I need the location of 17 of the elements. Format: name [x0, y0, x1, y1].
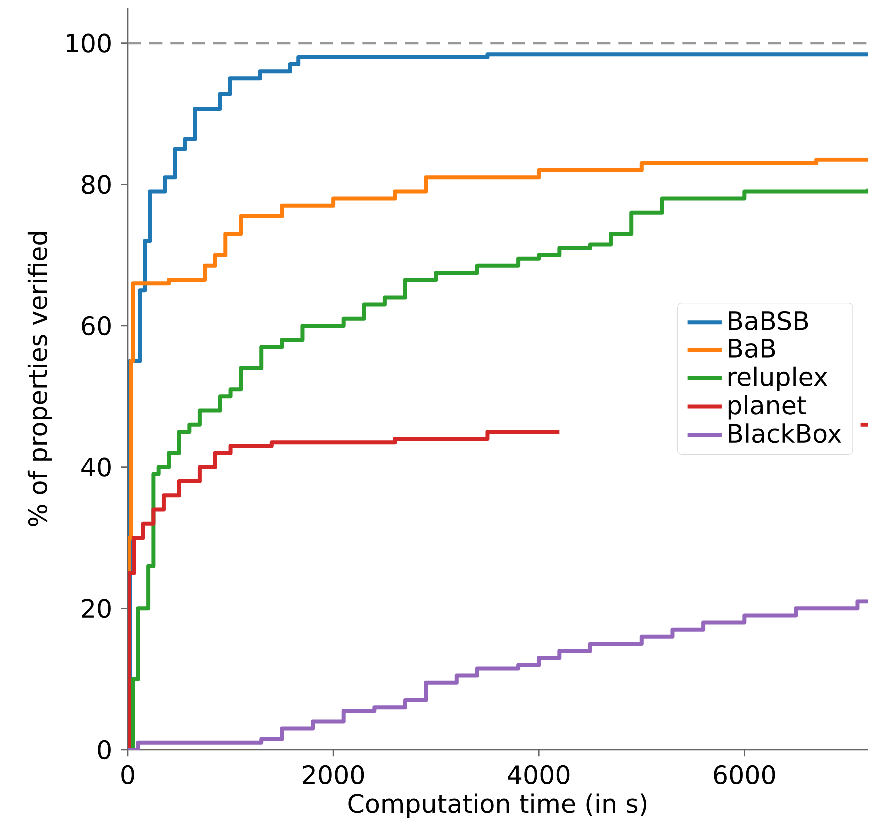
x-axis-title: Computation time (in s): [348, 794, 647, 818]
y-tick-label: 80: [82, 175, 111, 194]
x-tick-label: 0: [122, 765, 134, 785]
legend-label: BlackBox: [729, 424, 842, 444]
legend-label: planet: [728, 395, 806, 420]
legend-label: BaB: [729, 339, 776, 358]
y-tick-label: 60: [82, 316, 111, 336]
x-tick-label: 6000: [714, 765, 776, 785]
y-tick-label: 20: [82, 599, 111, 618]
y-tick-label: 100: [67, 34, 111, 53]
x-tick-label: 2000: [303, 765, 364, 785]
y-tick-label: 40: [82, 458, 111, 477]
y-axis-title: % of properties verified: [28, 232, 52, 526]
legend-label: BaBSB: [729, 311, 808, 330]
legend-label: reluplex: [728, 366, 828, 392]
x-tick-label: 4000: [508, 765, 570, 785]
y-tick-label: 0: [98, 740, 111, 760]
